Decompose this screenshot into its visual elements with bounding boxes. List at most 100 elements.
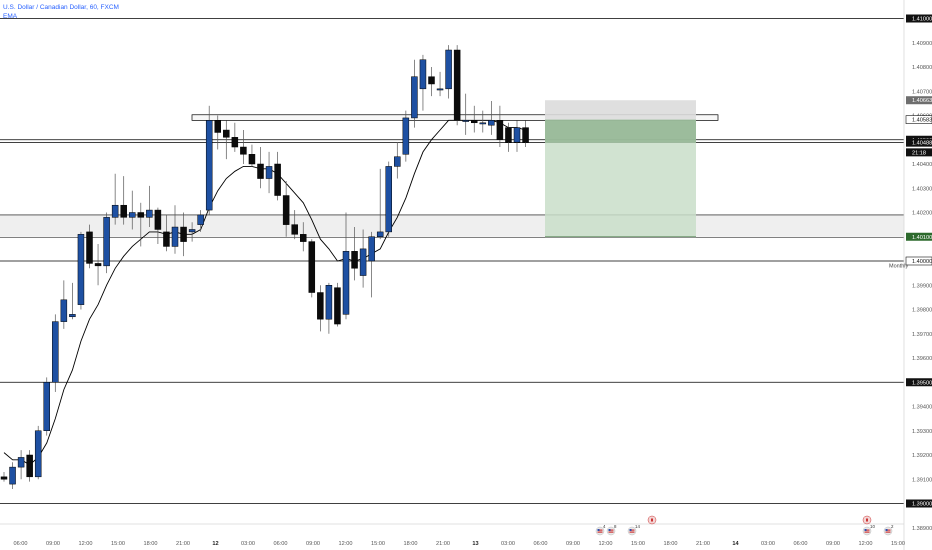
candle[interactable] (9, 462, 16, 489)
candle-body (334, 287, 341, 325)
symbol-title[interactable]: U.S. Dollar / Canadian Dollar, 60, FXCM (3, 4, 119, 11)
price-marker-label[interactable]: 21:18 (906, 148, 932, 157)
economic-event-icon[interactable]: 14 (627, 524, 640, 536)
price-axis[interactable]: 1.410001.409001.408001.407001.406001.405… (905, 14, 932, 532)
price-marker-label[interactable]: 1.40583 (905, 115, 932, 124)
candle[interactable] (300, 222, 307, 252)
support-zone[interactable] (0, 214, 904, 237)
candle-body (129, 212, 136, 218)
candle[interactable] (471, 105, 478, 133)
candle[interactable] (52, 314, 59, 392)
candle[interactable] (342, 212, 350, 320)
flag-stripe (864, 529, 870, 531)
candle[interactable] (376, 168, 384, 240)
economic-event-icon[interactable] (862, 515, 872, 525)
economic-events[interactable]: 4 8 14 10 2 (595, 515, 894, 536)
candle[interactable] (154, 207, 162, 245)
candles-layer[interactable] (0, 45, 529, 489)
candle[interactable] (171, 205, 179, 254)
candle[interactable] (163, 214, 170, 252)
candle[interactable] (94, 244, 102, 286)
time-tick-label: 06:00 (274, 541, 288, 547)
flag-stripe (885, 531, 891, 533)
candle[interactable] (359, 229, 367, 288)
candle[interactable] (86, 224, 93, 269)
candle[interactable] (462, 93, 469, 135)
time-tick-label: 15:00 (631, 541, 645, 547)
candle[interactable] (231, 122, 239, 152)
candle[interactable] (103, 212, 110, 274)
candle[interactable] (291, 210, 298, 240)
candle[interactable] (69, 282, 76, 320)
economic-event-icon[interactable]: 10 (862, 524, 875, 536)
candle[interactable] (334, 282, 341, 327)
price-marker-label[interactable]: 1.40100 (906, 232, 932, 241)
price-marker-label[interactable]: 1.40663 (906, 96, 932, 105)
position-tool[interactable] (545, 100, 696, 238)
candle[interactable] (223, 120, 230, 160)
candle[interactable] (120, 176, 127, 225)
candle[interactable] (43, 377, 50, 436)
stop-loss-zone[interactable] (545, 100, 696, 120)
candle[interactable] (325, 282, 333, 334)
candle[interactable] (265, 151, 273, 194)
price-marker-label[interactable]: 1.41000 (906, 14, 932, 23)
price-marker-label[interactable]: 1.40488 (906, 138, 932, 147)
candle[interactable] (522, 120, 529, 148)
candle[interactable] (17, 450, 25, 480)
candle[interactable] (137, 202, 145, 247)
candle[interactable] (274, 151, 281, 201)
candle[interactable] (411, 59, 418, 128)
candle[interactable] (453, 45, 461, 126)
price-marker-label[interactable]: 1.39000 (906, 499, 932, 508)
ema-line[interactable] (3, 119, 526, 466)
candle[interactable] (445, 45, 452, 99)
price-marker-label[interactable]: 1.40000 (905, 256, 932, 266)
candle[interactable] (513, 120, 521, 152)
candle[interactable] (248, 144, 256, 167)
candle[interactable] (146, 185, 153, 228)
candle[interactable] (368, 231, 375, 298)
candle[interactable] (308, 239, 316, 298)
price-tick-label: 1.40400 (912, 162, 932, 168)
candle[interactable] (282, 180, 290, 237)
candle[interactable] (197, 210, 204, 232)
price-marker-label[interactable]: 1.39500 (906, 378, 932, 387)
candle[interactable] (111, 173, 119, 225)
candle[interactable] (385, 161, 392, 237)
candle[interactable] (402, 110, 410, 162)
candle[interactable] (505, 122, 512, 152)
candle-body (453, 49, 461, 121)
candle[interactable] (479, 110, 487, 133)
candle[interactable] (129, 190, 136, 230)
candle[interactable] (419, 54, 427, 111)
candle[interactable] (257, 147, 264, 189)
candle[interactable] (188, 222, 196, 242)
candle[interactable] (34, 425, 42, 480)
candle[interactable] (180, 212, 187, 257)
price-marker-text: 1.40663 (912, 98, 932, 104)
candle[interactable] (77, 231, 85, 310)
candle[interactable] (240, 130, 247, 164)
economic-event-icon[interactable] (647, 515, 657, 525)
economic-event-icon[interactable]: 4 (595, 524, 606, 536)
economic-event-icon[interactable]: 2 (883, 524, 894, 536)
candle[interactable] (488, 100, 495, 135)
candle[interactable] (436, 71, 444, 97)
candle[interactable] (351, 227, 358, 281)
candle[interactable] (26, 450, 33, 482)
candle[interactable] (205, 105, 213, 215)
candle[interactable] (60, 280, 68, 329)
economic-event-icon[interactable]: 8 (606, 524, 617, 536)
candle[interactable] (214, 115, 221, 150)
time-axis[interactable]: 06:00 09:00 12:00 15:00 18:00 21:00 12 03:00 06:… (14, 541, 906, 547)
candle[interactable] (0, 471, 8, 482)
candle[interactable] (394, 142, 401, 179)
candle[interactable] (496, 105, 504, 148)
candle[interactable] (428, 67, 435, 97)
indicator-ema-label[interactable]: EMA (3, 13, 18, 20)
candle-body (77, 234, 85, 305)
flag-stripe (597, 531, 603, 533)
candle[interactable] (317, 285, 324, 332)
